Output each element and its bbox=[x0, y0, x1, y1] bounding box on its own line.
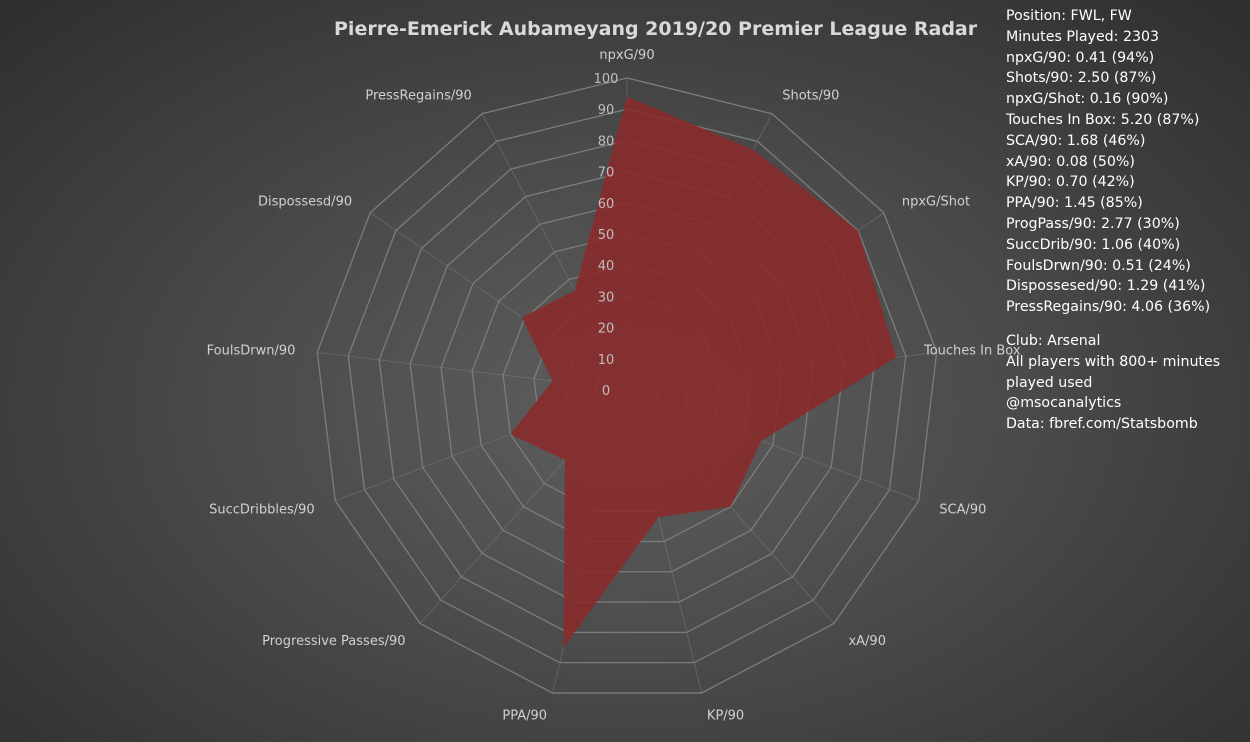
stat-line: SuccDrib/90: 1.06 (40%) bbox=[1006, 236, 1181, 253]
tick-label: 40 bbox=[598, 259, 615, 274]
stat-line: KP/90: 0.70 (42%) bbox=[1006, 174, 1135, 191]
stat-line: PPA/90: 1.45 (85%) bbox=[1006, 195, 1143, 212]
axis-label: Dispossesd/90 bbox=[258, 194, 352, 209]
stat-line: FoulsDrwn/90: 0.51 (24%) bbox=[1006, 257, 1191, 274]
stat-line: npxG/Shot: 0.16 (90%) bbox=[1006, 91, 1169, 108]
stat-line: Minutes Played: 2303 bbox=[1006, 28, 1160, 45]
stat-line: PressRegains/90: 4.06 (36%) bbox=[1006, 299, 1211, 316]
stat-line: npxG/90: 0.41 (94%) bbox=[1006, 49, 1155, 66]
notes-list: Club: Arsenal All players with 800+ minut… bbox=[1006, 331, 1250, 435]
axis-label: Progressive Passes/90 bbox=[262, 634, 405, 649]
tick-label: 100 bbox=[594, 72, 619, 87]
tick-label: 70 bbox=[598, 166, 615, 181]
note-line: Data: fbref.com/Statsbomb bbox=[1006, 416, 1198, 433]
note-line: played used bbox=[1006, 374, 1093, 391]
axis-label: PressRegains/90 bbox=[365, 88, 471, 103]
stat-line: SCA/90: 1.68 (46%) bbox=[1006, 132, 1146, 149]
tick-label: 80 bbox=[598, 134, 615, 149]
info-spacer bbox=[1006, 318, 1250, 331]
axis-label: PPA/90 bbox=[502, 708, 547, 723]
axis-label: FoulsDrwn/90 bbox=[207, 344, 296, 359]
axis-label: Touches In Box bbox=[923, 344, 1021, 359]
series-area bbox=[510, 96, 897, 648]
note-line: @msocanalytics bbox=[1006, 395, 1122, 412]
grid-ring bbox=[316, 77, 938, 694]
stat-line: Shots/90: 2.50 (87%) bbox=[1006, 70, 1157, 87]
info-panel: Position: FWL, FW Minutes Played: 2303 npx… bbox=[1006, 6, 1250, 435]
axis-label: npxG/90 bbox=[599, 48, 654, 63]
stat-line: ProgPass/90: 2.77 (30%) bbox=[1006, 215, 1180, 232]
tick-label: 60 bbox=[598, 197, 615, 212]
stat-line: Dispossesed/90: 1.29 (41%) bbox=[1006, 278, 1206, 295]
axis-label: Shots/90 bbox=[782, 88, 839, 103]
tick-label: 90 bbox=[598, 103, 615, 118]
axis-label: SCA/90 bbox=[939, 502, 986, 517]
note-line: Club: Arsenal bbox=[1006, 332, 1101, 349]
stat-line: xA/90: 0.08 (50%) bbox=[1006, 153, 1135, 170]
axis-label: npxG/Shot bbox=[902, 194, 970, 209]
grid-ring bbox=[347, 108, 907, 664]
chart-title: Pierre-Emerick Aubameyang 2019/20 Premie… bbox=[334, 18, 978, 40]
tick-label: 0 bbox=[602, 384, 610, 399]
stat-line: Touches In Box: 5.20 (87%) bbox=[1006, 111, 1200, 128]
stat-line: Position: FWL, FW bbox=[1006, 8, 1132, 24]
note-line: All players with 800+ minutes bbox=[1006, 353, 1221, 370]
axis-label: xA/90 bbox=[848, 634, 886, 649]
tick-label: 20 bbox=[598, 322, 615, 337]
stats-list: Position: FWL, FW Minutes Played: 2303 npx… bbox=[1006, 6, 1250, 318]
tick-label: 30 bbox=[598, 290, 615, 305]
axis-label: KP/90 bbox=[707, 708, 744, 723]
tick-label: 10 bbox=[598, 353, 615, 368]
axis-label: SuccDribbles/90 bbox=[209, 502, 315, 517]
tick-label: 50 bbox=[598, 228, 615, 243]
